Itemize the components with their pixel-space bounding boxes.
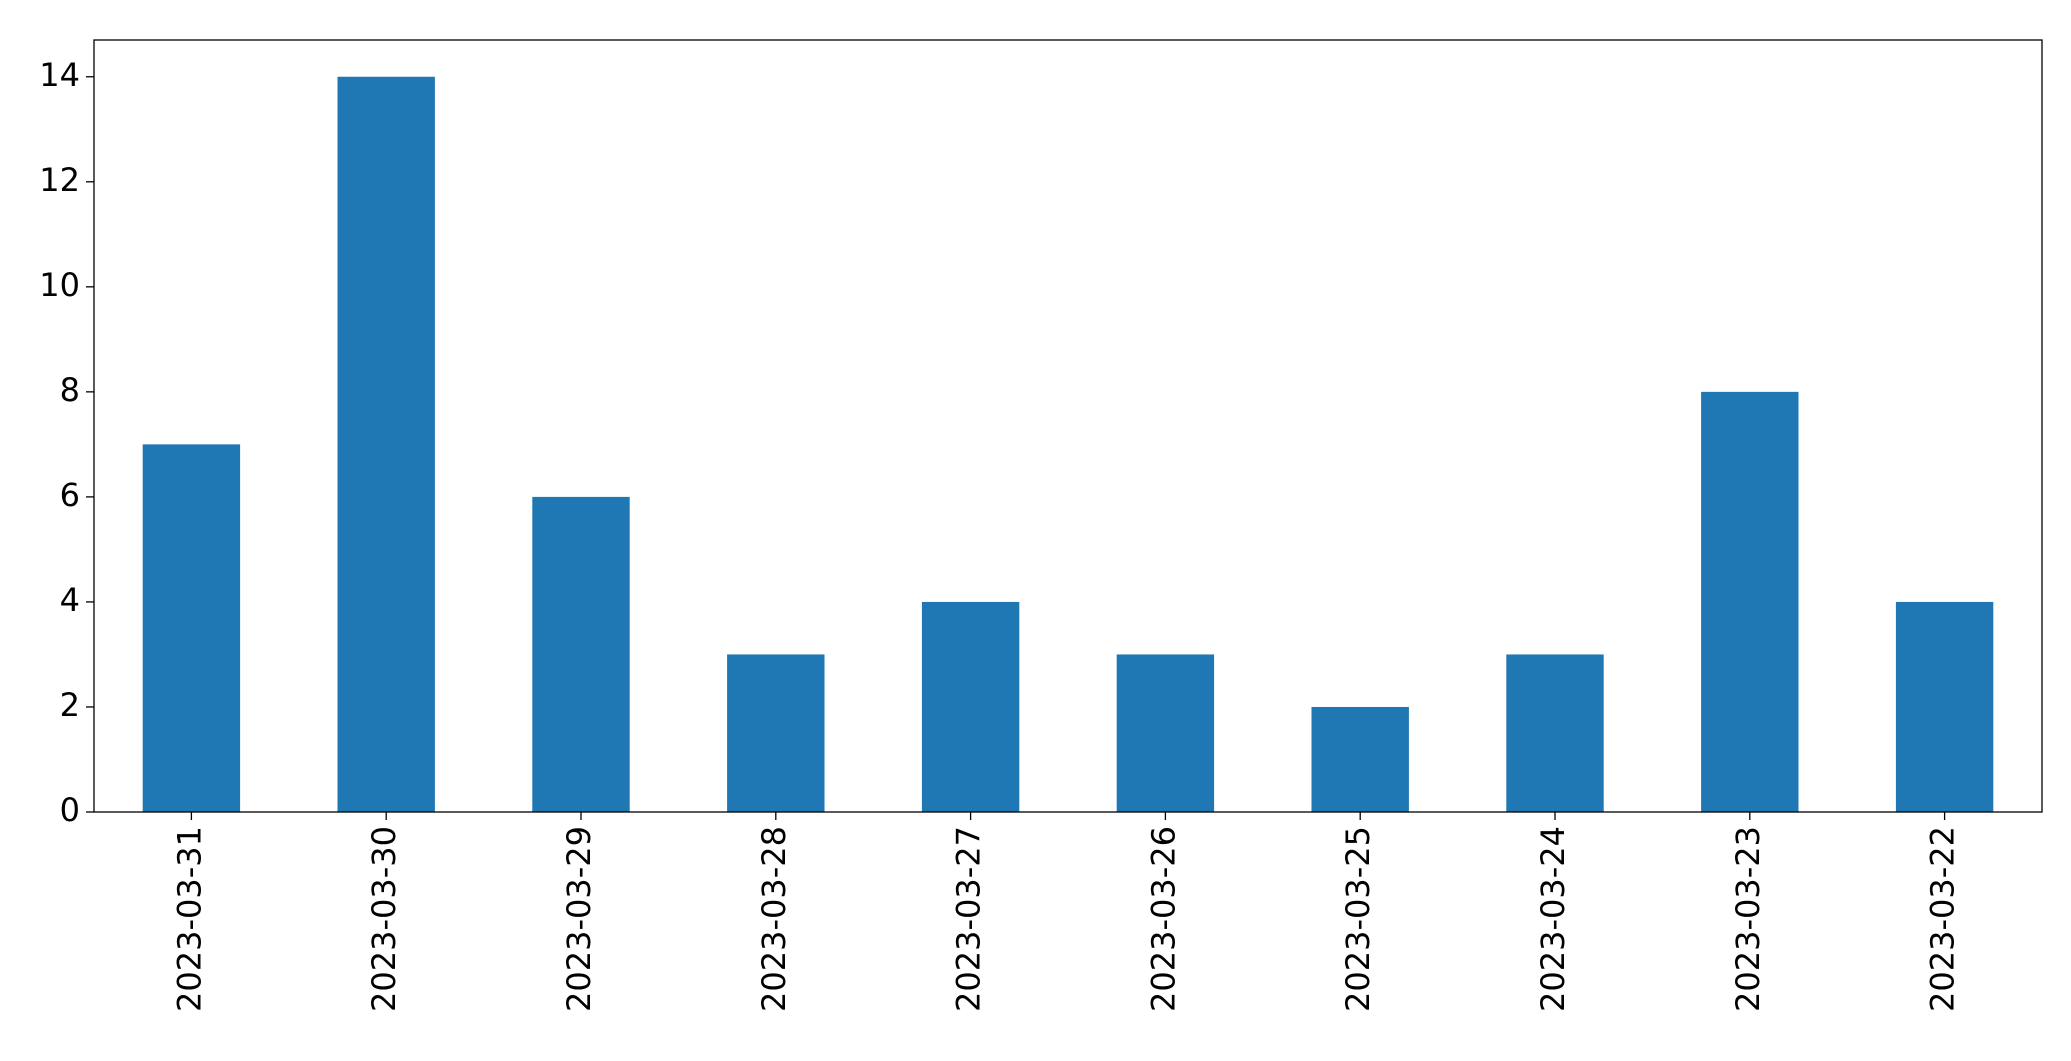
x-tick-label: 2023-03-28 xyxy=(755,826,793,1012)
bar xyxy=(727,654,825,812)
x-tick-label: 2023-03-25 xyxy=(1339,826,1377,1012)
y-tick-label: 8 xyxy=(60,371,80,409)
plot-frame xyxy=(93,39,2043,813)
x-tick-label: 2023-03-29 xyxy=(560,826,598,1012)
bar xyxy=(337,76,435,812)
y-tick-label: 10 xyxy=(39,266,80,304)
x-tick-label: 2023-03-24 xyxy=(1534,826,1572,1012)
y-tick-label: 0 xyxy=(60,791,80,829)
x-tick-label: 2023-03-31 xyxy=(170,826,208,1012)
bar xyxy=(1311,706,1409,812)
y-tick-label: 4 xyxy=(60,581,80,619)
bar xyxy=(532,496,630,812)
x-tick-label: 2023-03-30 xyxy=(365,826,403,1012)
y-tick-label: 6 xyxy=(60,476,80,514)
x-tick-label: 2023-03-22 xyxy=(1924,826,1962,1012)
bar xyxy=(1116,654,1215,812)
y-tick-label: 2 xyxy=(60,686,80,724)
bar xyxy=(1895,601,1994,812)
x-tick-label: 2023-03-23 xyxy=(1729,826,1767,1012)
bar xyxy=(921,601,1020,812)
x-tick-label: 2023-03-26 xyxy=(1144,826,1182,1012)
bar xyxy=(1506,654,1604,812)
x-tick-label: 2023-03-27 xyxy=(950,826,988,1012)
bar xyxy=(142,444,241,812)
bar xyxy=(1701,391,1799,812)
y-tick-label: 12 xyxy=(39,161,80,199)
y-tick-label: 14 xyxy=(39,56,80,94)
